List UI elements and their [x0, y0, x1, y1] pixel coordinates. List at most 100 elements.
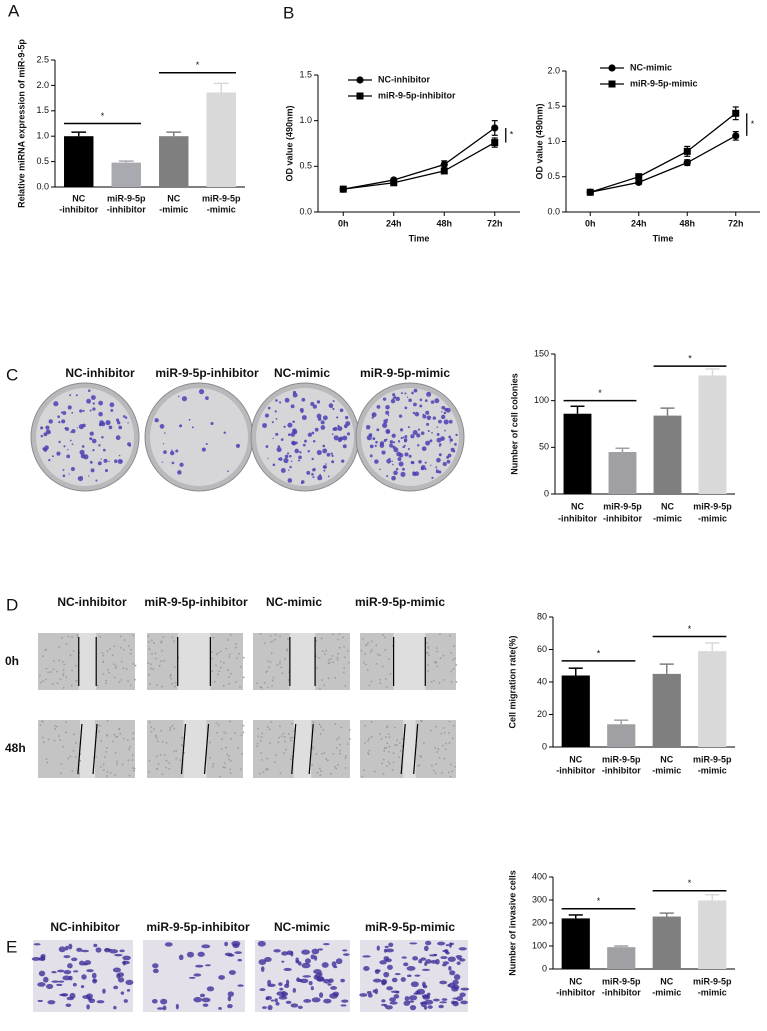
- cell-texture: [106, 734, 108, 736]
- colony-dot: [205, 442, 208, 446]
- cell-texture: [367, 753, 370, 756]
- cell-texture: [128, 748, 130, 751]
- cell-texture: [109, 772, 112, 774]
- cell-texture: [225, 647, 228, 650]
- stained-cell: [234, 951, 242, 954]
- cell-texture: [349, 738, 351, 740]
- x-tick-label: 0h: [585, 218, 596, 228]
- colony-dot: [426, 415, 432, 420]
- colony-dot: [210, 422, 214, 426]
- colony-dot: [441, 411, 443, 413]
- cell-texture: [340, 726, 343, 729]
- cell-texture: [427, 670, 429, 672]
- stained-cell: [113, 985, 119, 990]
- cell-texture: [442, 654, 445, 657]
- colony-dot: [407, 426, 410, 429]
- cell-texture: [312, 748, 314, 750]
- x-tick-label: -mimic: [698, 513, 727, 523]
- dish-inner: [256, 388, 354, 486]
- colony-dot: [332, 427, 336, 431]
- cell-texture: [165, 766, 167, 769]
- cell-texture: [284, 658, 286, 660]
- series-line: [590, 135, 737, 193]
- cell-texture: [260, 736, 263, 738]
- stained-cell: [386, 964, 393, 970]
- colony-dot: [325, 463, 327, 465]
- cell-texture: [450, 763, 452, 766]
- stained-cell: [384, 945, 389, 949]
- cell-texture: [266, 670, 268, 673]
- stained-cell: [297, 1005, 303, 1010]
- stained-cell: [262, 1006, 267, 1009]
- cell-texture: [119, 635, 122, 638]
- cell-texture: [58, 659, 60, 662]
- cell-texture: [256, 682, 258, 685]
- colony-dot: [76, 427, 79, 429]
- stained-cell: [427, 1005, 433, 1009]
- stained-cell: [379, 960, 387, 965]
- cell-texture: [291, 736, 294, 739]
- cell-texture: [211, 651, 213, 653]
- stained-cell: [400, 977, 406, 982]
- colony-dot: [120, 460, 123, 463]
- bar: [652, 673, 681, 747]
- colony-dot: [87, 475, 90, 477]
- x-axis-label: Time: [409, 233, 430, 243]
- cell-texture: [161, 650, 163, 652]
- cell-texture: [394, 744, 396, 747]
- cell-texture: [106, 775, 108, 777]
- colony-dot: [289, 454, 292, 458]
- cell-texture: [56, 682, 59, 684]
- cell-texture: [343, 671, 345, 674]
- cell-texture: [269, 742, 271, 744]
- cell-texture: [320, 726, 322, 728]
- colony-dot: [393, 395, 397, 399]
- stained-cell: [333, 965, 338, 969]
- cell-texture: [435, 725, 438, 728]
- colony-dot: [407, 447, 410, 451]
- colony-dot: [179, 424, 183, 428]
- x-tick-label: miR-9-5p: [602, 976, 641, 986]
- colony-dot: [109, 402, 115, 408]
- cell-texture: [118, 728, 120, 731]
- cell-texture: [212, 765, 214, 768]
- cell-texture: [102, 763, 105, 766]
- colony-dot: [420, 464, 426, 470]
- colony-dot: [110, 408, 114, 412]
- colony-dot: [322, 444, 326, 448]
- cell-texture: [382, 634, 384, 636]
- cell-texture: [148, 673, 150, 676]
- cell-texture: [73, 733, 75, 736]
- cell-texture: [361, 775, 364, 778]
- wound-gap: [177, 633, 211, 690]
- stained-cell: [71, 957, 78, 962]
- stained-cell: [152, 963, 159, 969]
- colony-dot: [223, 431, 226, 434]
- colony-dot: [44, 445, 49, 450]
- cell-texture: [453, 645, 455, 647]
- colony-dot: [337, 424, 340, 427]
- stained-cell: [459, 992, 466, 998]
- cell-texture: [47, 671, 50, 674]
- colony-dot: [412, 429, 418, 436]
- colony-dot: [331, 433, 334, 436]
- colony-dot: [317, 417, 322, 421]
- stained-cell: [363, 965, 370, 972]
- x-tick-label: -inhibitor: [556, 987, 595, 997]
- x-tick-label: NC: [72, 193, 85, 203]
- row-label: 0h: [5, 654, 19, 668]
- cell-texture: [134, 664, 137, 667]
- cell-texture: [163, 659, 165, 662]
- cell-texture: [222, 766, 225, 768]
- colony-dot: [163, 450, 167, 454]
- colony-dot: [317, 475, 323, 481]
- cell-texture: [270, 721, 273, 723]
- bar: [561, 675, 590, 747]
- colony-dot: [56, 451, 61, 456]
- marker: [491, 124, 499, 132]
- colony-dot: [291, 441, 297, 446]
- stained-cell: [340, 1004, 347, 1007]
- image-header: NC-inhibitor: [65, 366, 135, 380]
- cell-texture: [450, 681, 453, 683]
- cell-texture: [168, 762, 171, 764]
